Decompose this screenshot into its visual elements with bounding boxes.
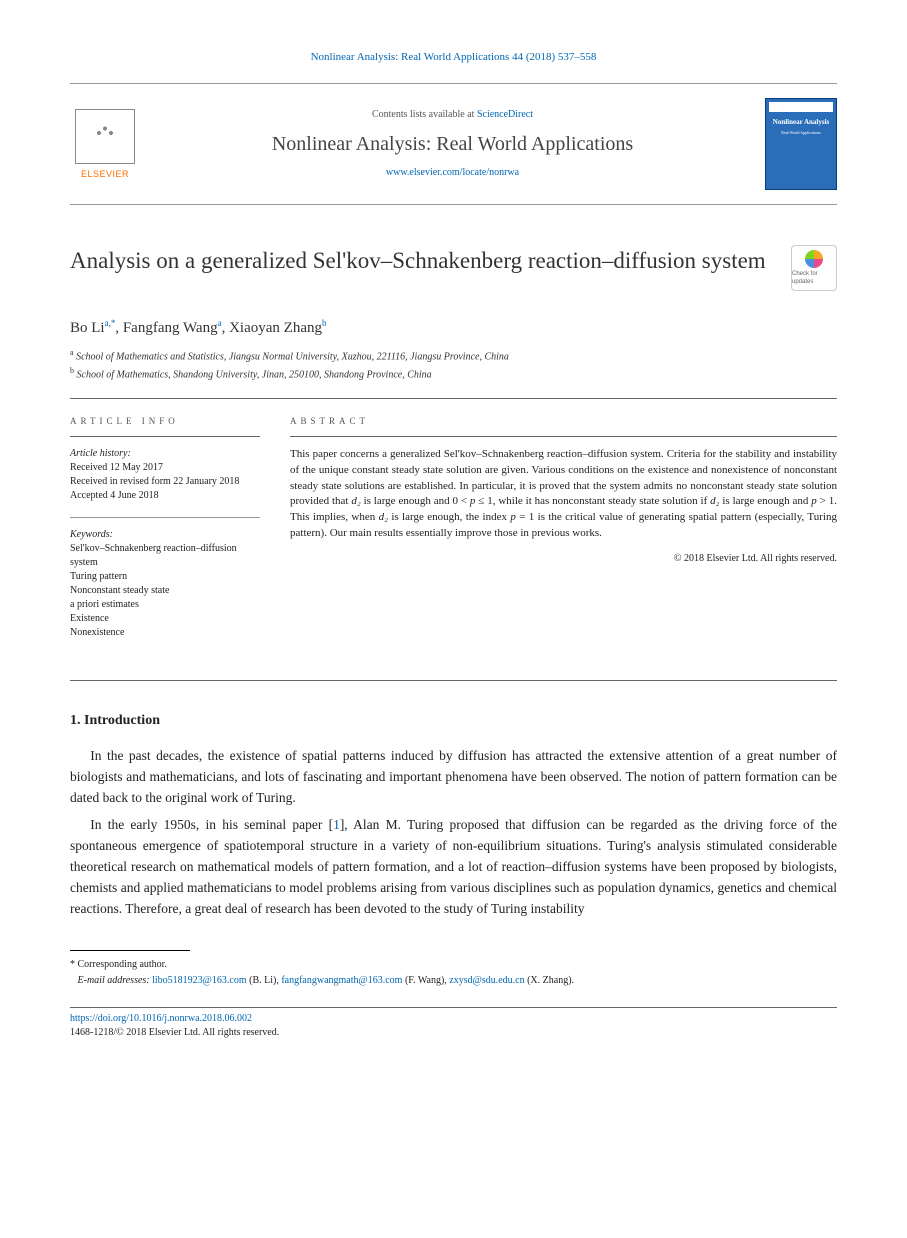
affiliation-a: a School of Mathematics and Statistics, …: [70, 347, 837, 364]
contents-prefix: Contents lists available at: [372, 109, 477, 120]
keyword-3: Nonconstant steady state: [70, 584, 260, 598]
keywords-label: Keywords:: [70, 528, 260, 542]
rule-top-1: [70, 83, 837, 84]
history-received: Received 12 May 2017: [70, 461, 260, 475]
author-3: Xiaoyan Zhangb: [229, 320, 326, 336]
abstract-copyright: © 2018 Elsevier Ltd. All rights reserved…: [290, 552, 837, 566]
rule-info-top: [70, 398, 837, 399]
rule-ai-2: [70, 517, 260, 518]
keyword-4: a priori estimates: [70, 598, 260, 612]
citation-1[interactable]: 1: [333, 817, 340, 832]
check-updates-label: Check for updates: [792, 270, 836, 287]
abstract-col: abstract This paper concerns a generaliz…: [290, 415, 837, 654]
email-2[interactable]: fangfangwangmath@163.com: [281, 975, 402, 986]
keyword-1: Sel'kov–Schnakenberg reaction–diffusion …: [70, 542, 260, 570]
rule-top-2: [70, 204, 837, 205]
journal-name: Nonlinear Analysis: Real World Applicati…: [154, 130, 751, 158]
elsevier-logo[interactable]: ELSEVIER: [70, 104, 140, 184]
article-info-label: article info: [70, 415, 260, 428]
keywords-block: Keywords: Sel'kov–Schnakenberg reaction–…: [70, 528, 260, 640]
rule-section: [70, 680, 837, 681]
author-2: Fangfang Wanga: [123, 320, 222, 336]
check-updates-badge[interactable]: Check for updates: [791, 245, 837, 291]
article-history: Article history: Received 12 May 2017 Re…: [70, 447, 260, 503]
email-1[interactable]: libo5181923@163.com: [152, 975, 246, 986]
history-label: Article history:: [70, 447, 260, 461]
intro-para-1: In the past decades, the existence of sp…: [70, 746, 837, 809]
keyword-6: Nonexistence: [70, 626, 260, 640]
journal-header: ELSEVIER Contents lists available at Sci…: [70, 90, 837, 198]
crossmark-icon: [805, 250, 823, 268]
email-line: E-mail addresses: libo5181923@163.com (B…: [70, 973, 837, 989]
doi-link[interactable]: https://doi.org/10.1016/j.nonrwa.2018.06…: [70, 1013, 252, 1024]
title-row: Analysis on a generalized Sel'kov–Schnak…: [70, 245, 837, 291]
cover-subtitle: Real World Applications: [769, 130, 833, 136]
abstract-label: abstract: [290, 415, 837, 428]
footnote-rule: [70, 950, 190, 951]
history-revised: Received in revised form 22 January 2018: [70, 475, 260, 489]
affiliation-b: b School of Mathematics, Shandong Univer…: [70, 365, 837, 382]
keyword-5: Existence: [70, 612, 260, 626]
contents-lists-line: Contents lists available at ScienceDirec…: [154, 108, 751, 122]
affiliations: a School of Mathematics and Statistics, …: [70, 347, 837, 382]
authors-line: Bo Lia,*, Fangfang Wanga, Xiaoyan Zhangb: [70, 317, 837, 339]
journal-url: www.elsevier.com/locate/nonrwa: [154, 166, 751, 180]
top-citation[interactable]: Nonlinear Analysis: Real World Applicati…: [70, 50, 837, 65]
journal-url-link[interactable]: www.elsevier.com/locate/nonrwa: [386, 167, 519, 178]
history-accepted: Accepted 4 June 2018: [70, 489, 260, 503]
cover-title: Nonlinear Analysis: [769, 118, 833, 128]
corresponding-author: * Corresponding author.: [70, 957, 837, 973]
header-middle: Contents lists available at ScienceDirec…: [154, 108, 751, 180]
article-info-col: article info Article history: Received 1…: [70, 415, 260, 654]
rule-ai-1: [70, 436, 260, 437]
info-abstract-row: article info Article history: Received 1…: [70, 415, 837, 654]
keyword-2: Turing pattern: [70, 570, 260, 584]
sciencedirect-link[interactable]: ScienceDirect: [477, 109, 533, 120]
intro-para-2: In the early 1950s, in his seminal paper…: [70, 815, 837, 920]
author-1: Bo Lia,*: [70, 320, 115, 336]
email-3[interactable]: zxysd@sdu.edu.cn: [449, 975, 524, 986]
elsevier-label: ELSEVIER: [81, 168, 129, 181]
elsevier-tree-icon: [75, 109, 135, 164]
bottom-block: https://doi.org/10.1016/j.nonrwa.2018.06…: [70, 1007, 837, 1040]
journal-cover-thumbnail[interactable]: Nonlinear Analysis Real World Applicatio…: [765, 98, 837, 190]
abstract-body: This paper concerns a generalized Sel'ko…: [290, 447, 837, 543]
issn-copyright: 1468-1218/© 2018 Elsevier Ltd. All right…: [70, 1026, 837, 1040]
section-1-heading: 1. Introduction: [70, 711, 837, 731]
top-citation-link[interactable]: Nonlinear Analysis: Real World Applicati…: [311, 51, 597, 63]
rule-bottom: [70, 1007, 837, 1008]
footnote-block: * Corresponding author. E-mail addresses…: [70, 957, 837, 989]
article-title: Analysis on a generalized Sel'kov–Schnak…: [70, 245, 771, 276]
rule-ab-1: [290, 436, 837, 437]
cover-top-strip: [769, 102, 833, 112]
